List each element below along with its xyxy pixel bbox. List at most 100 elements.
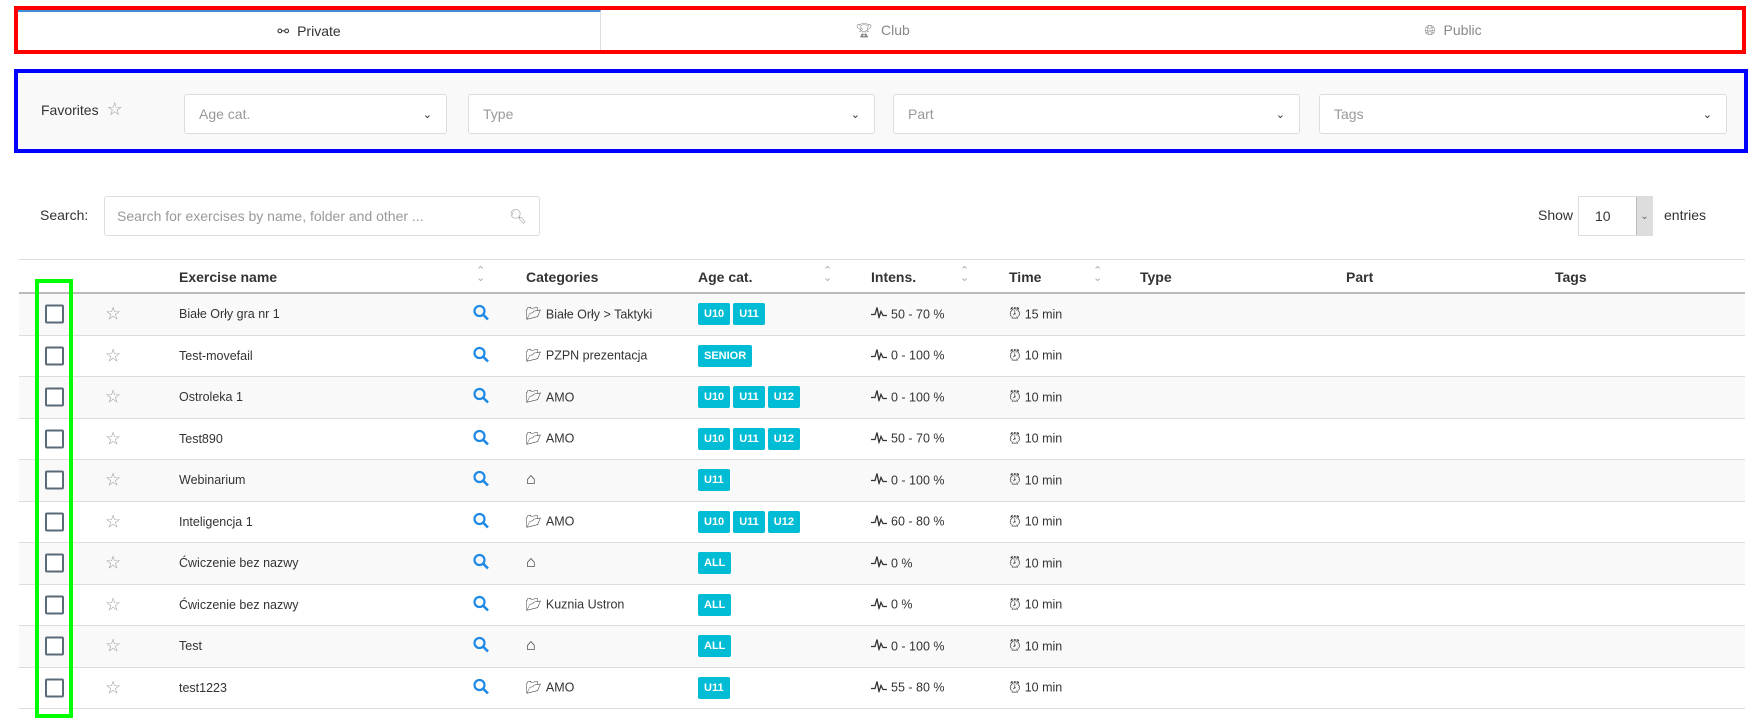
age-badge: U11 [733, 510, 765, 533]
preview-search-icon[interactable] [473, 305, 489, 324]
category: 📂︎ AMO [526, 431, 575, 446]
col-type: Type [1140, 269, 1172, 285]
search-input[interactable]: Search for exercises by name, folder and… [104, 196, 540, 236]
intensity: 50 - 70 % [871, 307, 945, 322]
age-badge: U11 [733, 303, 765, 326]
alarm-clock-icon: ⏰︎ [1009, 513, 1021, 531]
row-checkbox[interactable] [45, 470, 64, 490]
exercise-name[interactable]: test1223 [179, 680, 227, 695]
age-badge: ALL [698, 635, 732, 658]
preview-search-icon[interactable] [473, 678, 489, 697]
col-age[interactable]: Age cat. [698, 269, 753, 285]
exercise-name[interactable]: Test [179, 639, 202, 654]
age-categories: ALL [698, 635, 732, 658]
exercise-name[interactable]: Webinarium [179, 473, 246, 488]
star-icon[interactable]: ☆ [105, 594, 122, 615]
row-checkbox[interactable] [45, 387, 64, 407]
preview-search-icon[interactable] [473, 512, 489, 531]
pulse-icon [871, 597, 887, 612]
sort-icon[interactable]: ⌃ ⌄ [476, 265, 486, 284]
exercise-name[interactable]: Test890 [179, 431, 223, 446]
star-icon[interactable]: ☆ [105, 428, 122, 449]
duration: ⏰︎ 10 min [1009, 637, 1063, 655]
tactics-icon: ⚯ [277, 22, 290, 39]
row-checkbox[interactable] [45, 346, 64, 366]
star-icon: ☆ [106, 99, 123, 119]
table-row: ☆ Webinarium ⌂ U11 0 - 100 % ⏰︎ 10 min [19, 460, 1745, 502]
age-categories: SENIOR [698, 344, 753, 367]
chevron-down-icon: ⌄ [1702, 108, 1712, 121]
tab-private[interactable]: ⚯ Private [18, 10, 601, 50]
age-category-select[interactable]: Age cat. ⌄ [184, 94, 447, 134]
duration: ⏰︎ 10 min [1009, 430, 1063, 448]
sort-icon[interactable]: ⌃ ⌄ [823, 265, 833, 284]
chevron-down-icon: ⌄ [850, 108, 860, 121]
age-badge: U12 [767, 427, 800, 450]
row-checkbox[interactable] [45, 553, 64, 573]
exercise-name[interactable]: Ćwiczenie bez nazwy [179, 556, 299, 571]
chevron-down-icon: ⌄ [1636, 197, 1652, 235]
row-checkbox[interactable] [45, 678, 64, 698]
star-icon[interactable]: ☆ [105, 469, 122, 490]
favorites-toggle[interactable]: Favorites ☆ [41, 99, 123, 119]
search-label: Search: [40, 207, 89, 223]
exercise-name[interactable]: Inteligencja 1 [179, 514, 253, 529]
category: 📂︎ Kuznia Ustron [526, 597, 625, 612]
star-icon[interactable]: ☆ [105, 511, 122, 532]
col-intens[interactable]: Intens. [871, 269, 917, 285]
type-select[interactable]: Type ⌄ [468, 94, 875, 134]
exercise-name[interactable]: Test-movefail [179, 348, 253, 363]
age-badge: U11 [733, 427, 765, 450]
exercise-name[interactable]: Białe Orły gra nr 1 [179, 307, 280, 322]
table-row: ☆ Inteligencja 1 📂︎ AMO U10 U11 U12 60 - 80… [19, 502, 1745, 543]
tab-public[interactable]: 🌐︎ Public [1424, 21, 1482, 39]
sort-icon[interactable]: ⌃ ⌄ [1093, 265, 1103, 284]
row-checkbox[interactable] [45, 429, 64, 449]
row-checkbox[interactable] [45, 304, 64, 324]
preview-search-icon[interactable] [473, 429, 489, 448]
home-icon: ⌂ [526, 471, 536, 489]
row-checkbox[interactable] [45, 595, 64, 615]
tab-club[interactable]: 🏆︎ Club [855, 21, 910, 39]
age-badge: U10 [698, 386, 731, 409]
alarm-clock-icon: ⏰︎ [1009, 388, 1021, 406]
col-time[interactable]: Time [1009, 269, 1042, 285]
category: 📂︎ AMO [526, 514, 575, 529]
col-part: Part [1346, 269, 1374, 285]
table-header: Exercise name ⌃ ⌄ Categories Age cat. ⌃ ⌄ … [19, 259, 1745, 294]
pulse-icon [871, 390, 887, 405]
preview-search-icon[interactable] [473, 637, 489, 656]
age-badge: U10 [698, 303, 731, 326]
row-checkbox[interactable] [45, 636, 64, 656]
col-categories: Categories [526, 269, 599, 285]
chevron-down-icon: ⌄ [1275, 108, 1285, 121]
folder-icon: 📂︎ [526, 597, 542, 612]
category: 📂︎ AMO [526, 680, 575, 695]
preview-search-icon[interactable] [473, 595, 489, 614]
age-badge: U11 [698, 469, 730, 492]
sort-icon[interactable]: ⌃ ⌄ [960, 265, 970, 284]
exercise-name[interactable]: Ćwiczenie bez nazwy [179, 597, 299, 612]
star-icon[interactable]: ☆ [105, 345, 122, 366]
part-select[interactable]: Part ⌄ [893, 94, 1300, 134]
exercise-name[interactable]: Ostroleka 1 [179, 390, 243, 405]
intensity: 0 - 100 % [871, 348, 945, 363]
tags-select[interactable]: Tags ⌄ [1319, 94, 1727, 134]
preview-search-icon[interactable] [473, 388, 489, 407]
star-icon[interactable]: ☆ [105, 552, 122, 573]
age-categories: U10 U11 U12 [698, 386, 800, 409]
preview-search-icon[interactable] [473, 346, 489, 365]
star-icon[interactable]: ☆ [105, 677, 122, 698]
star-icon[interactable]: ☆ [105, 303, 122, 324]
star-icon[interactable]: ☆ [105, 386, 122, 407]
preview-search-icon[interactable] [473, 471, 489, 490]
row-checkbox[interactable] [45, 512, 64, 532]
preview-search-icon[interactable] [473, 554, 489, 573]
alarm-clock-icon: ⏰︎ [1009, 596, 1021, 614]
entries-select[interactable]: 10 ⌄ [1578, 196, 1653, 236]
star-icon[interactable]: ☆ [105, 635, 122, 656]
age-categories: U11 [698, 469, 730, 492]
globe-icon: 🌐︎ [1424, 21, 1436, 38]
col-exercise-name[interactable]: Exercise name [179, 269, 278, 285]
folder-icon: 📂︎ [526, 514, 542, 529]
